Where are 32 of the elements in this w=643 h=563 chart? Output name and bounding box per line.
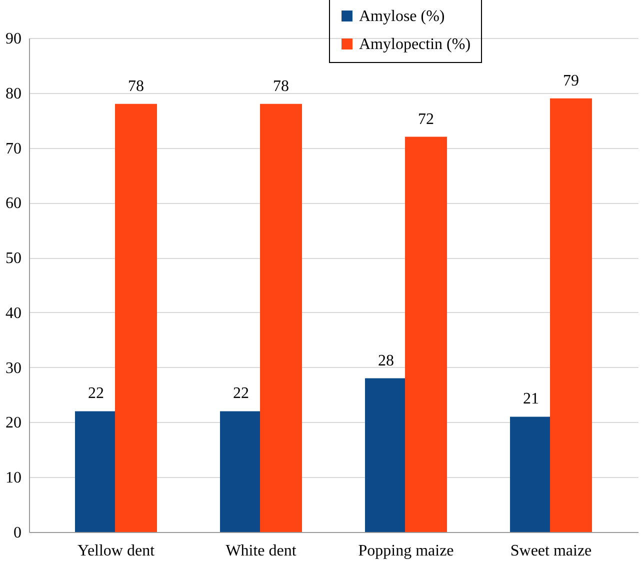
bar [550, 98, 592, 532]
x-tick-label: Sweet maize [510, 542, 592, 560]
bar [75, 411, 117, 532]
x-tick-label: Yellow dent [77, 542, 156, 560]
y-tick-label: 40 [6, 304, 22, 322]
bar [405, 136, 447, 532]
data-label: 28 [378, 352, 394, 370]
y-tick-label: 70 [6, 140, 22, 158]
y-tick-label: 20 [6, 414, 22, 432]
data-label: 79 [563, 72, 579, 90]
y-tick-label: 90 [6, 30, 22, 48]
x-tick-label: White dent [226, 542, 297, 560]
data-label: 72 [418, 110, 434, 128]
legend-label: Amylose (%) [359, 8, 445, 25]
data-label: 78 [128, 78, 144, 95]
bar [115, 104, 157, 532]
data-label: 22 [88, 385, 104, 402]
y-tick-label: 80 [6, 85, 22, 102]
y-tick-label: 30 [6, 360, 22, 377]
data-label: 78 [273, 78, 289, 95]
y-tick-label: 10 [6, 470, 22, 487]
data-label: 22 [233, 385, 249, 402]
bar [220, 411, 262, 532]
y-tick-label: 60 [6, 195, 22, 212]
y-tick-label: 0 [14, 524, 22, 542]
data-label: 21 [523, 390, 539, 408]
bar [365, 378, 407, 532]
bar [510, 416, 552, 532]
legend-label: Amylopectin (%) [359, 36, 471, 53]
y-tick-label: 50 [6, 250, 22, 268]
x-tick-label: Popping maize [358, 542, 454, 560]
bar [260, 104, 302, 532]
